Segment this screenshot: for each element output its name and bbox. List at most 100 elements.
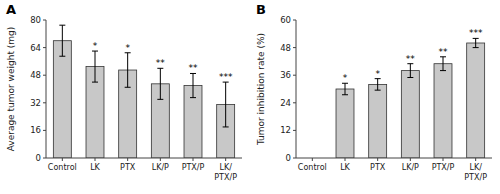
error-line bbox=[160, 68, 161, 99]
error-line bbox=[225, 82, 226, 127]
y-tick bbox=[293, 130, 296, 131]
error-bar bbox=[157, 68, 163, 99]
y-tick-label: 16 bbox=[30, 125, 41, 135]
error-line bbox=[62, 25, 63, 56]
x-tick bbox=[475, 158, 476, 161]
error-cap bbox=[92, 82, 98, 83]
annotation: * bbox=[375, 69, 380, 79]
x-tick-label: PTX/P bbox=[182, 163, 205, 172]
panel-title: A bbox=[6, 2, 16, 17]
y-tick-label: 12 bbox=[280, 125, 291, 135]
error-line bbox=[475, 38, 476, 47]
bar bbox=[467, 43, 485, 158]
error-bar bbox=[375, 79, 381, 91]
x-tick bbox=[345, 158, 346, 161]
error-line bbox=[443, 57, 444, 71]
x-axis-line bbox=[46, 158, 242, 159]
x-tick-label-line: PTX/P bbox=[432, 163, 455, 172]
error-line bbox=[377, 79, 378, 91]
x-tick-label: PTX bbox=[370, 163, 386, 172]
x-tick-label: LK bbox=[340, 163, 350, 172]
error-cap bbox=[59, 25, 65, 26]
x-tick-label-line: PTX/P bbox=[214, 173, 237, 182]
error-cap bbox=[190, 97, 196, 98]
plot-area bbox=[336, 38, 485, 158]
y-tick bbox=[293, 158, 296, 159]
error-bar bbox=[59, 25, 65, 56]
annotation: ** bbox=[439, 47, 449, 57]
x-tick bbox=[127, 158, 128, 161]
annotation: *** bbox=[219, 72, 233, 82]
error-bar bbox=[190, 73, 196, 97]
x-tick bbox=[410, 158, 411, 161]
error-bar bbox=[473, 38, 479, 47]
error-line bbox=[193, 73, 194, 97]
error-cap bbox=[125, 87, 131, 88]
error-bar bbox=[342, 83, 348, 95]
plot-area bbox=[53, 25, 234, 158]
x-tick bbox=[193, 158, 194, 161]
x-tick-label-line: LK/ bbox=[469, 163, 482, 172]
x-tick-label-line: PTX bbox=[370, 163, 386, 172]
y-axis-line bbox=[296, 20, 297, 158]
y-tick bbox=[293, 102, 296, 103]
y-tick bbox=[43, 75, 46, 76]
error-line bbox=[127, 53, 128, 88]
annotation: * bbox=[343, 73, 348, 83]
figure: A*********01632486480ControlLKPTXLK/PPTX… bbox=[0, 0, 500, 194]
panel: A*********01632486480ControlLKPTXLK/PPTX… bbox=[6, 2, 242, 182]
x-tick-label: LK/P bbox=[402, 163, 419, 172]
x-tick-label-line: PTX/P bbox=[464, 173, 487, 182]
x-tick-label-line: LK bbox=[340, 163, 350, 172]
x-tick bbox=[443, 158, 444, 161]
error-cap bbox=[407, 77, 413, 78]
y-tick bbox=[43, 158, 46, 159]
x-tick-label-line: LK/P bbox=[402, 163, 419, 172]
annotation: ** bbox=[189, 63, 199, 73]
x-tick-label: LK/PTX/P bbox=[464, 163, 487, 182]
y-axis-label: Average tumor weight (mg) bbox=[6, 27, 16, 152]
y-tick-label: 36 bbox=[280, 70, 291, 80]
x-tick-label: PTX bbox=[120, 163, 136, 172]
y-tick bbox=[293, 75, 296, 76]
y-tick bbox=[43, 130, 46, 131]
annotation: * bbox=[125, 43, 130, 53]
error-bar bbox=[92, 51, 98, 82]
y-tick-label: 24 bbox=[280, 98, 291, 108]
error-cap bbox=[375, 90, 381, 91]
y-axis-line bbox=[46, 20, 47, 158]
y-tick bbox=[293, 47, 296, 48]
x-tick-label: LK/P bbox=[152, 163, 169, 172]
x-tick-label: LK/PTX/P bbox=[214, 163, 237, 182]
bar bbox=[336, 89, 354, 158]
panel: B*********01224364860ControlLKPTXLK/PPTX… bbox=[256, 2, 492, 182]
y-axis-label: Tumor inhibition rate (%) bbox=[256, 33, 266, 146]
panel-title: B bbox=[256, 2, 266, 17]
y-tick-label: 0 bbox=[286, 153, 291, 163]
error-bar bbox=[440, 57, 446, 71]
y-tick bbox=[43, 47, 46, 48]
annotation: ** bbox=[406, 54, 416, 64]
x-tick-label-line: Control bbox=[298, 163, 327, 172]
x-tick-label-line: Control bbox=[48, 163, 77, 172]
error-cap bbox=[157, 99, 163, 100]
x-tick-label-line: LK/P bbox=[152, 163, 169, 172]
error-cap bbox=[342, 94, 348, 95]
x-axis-line bbox=[296, 158, 492, 159]
x-tick-label: Control bbox=[48, 163, 77, 172]
y-tick-label: 48 bbox=[30, 70, 41, 80]
x-tick bbox=[377, 158, 378, 161]
annotation: ** bbox=[156, 58, 166, 68]
bar bbox=[369, 84, 387, 158]
annotation: *** bbox=[469, 28, 483, 38]
x-tick-label-line: LK bbox=[90, 163, 100, 172]
error-cap bbox=[440, 70, 446, 71]
error-line bbox=[410, 64, 411, 78]
x-tick-label: PTX/P bbox=[432, 163, 455, 172]
y-tick-label: 60 bbox=[280, 15, 291, 25]
error-bar bbox=[223, 82, 229, 127]
error-cap bbox=[473, 47, 479, 48]
error-cap bbox=[223, 126, 229, 127]
error-bar bbox=[125, 53, 131, 88]
x-tick-label-line: PTX/P bbox=[182, 163, 205, 172]
